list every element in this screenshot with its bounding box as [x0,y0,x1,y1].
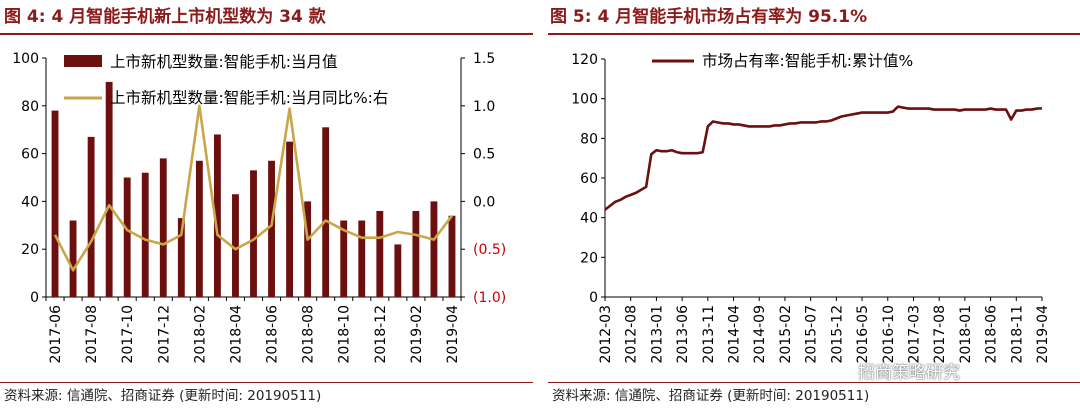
bar [322,127,330,297]
x-tick-label: 2017-10 [120,305,136,364]
line-chart: 0 20 40 60 80 100 120 2012-03 2012-08 2013-01 2013… [571,52,1051,364]
y-tick-label: 40 [580,211,598,227]
bar [412,210,420,297]
x-tick-label: 2017-06 [48,305,64,364]
x-tick-label: 2012-03 [598,305,614,364]
left-y-tick-label: 20 [21,242,39,258]
left-y-tick-label: 100 [12,51,39,67]
x-tick-label: 2018-10 [337,305,353,364]
y-tick-label: 60 [580,171,598,187]
x-tick-label: 2013-11 [701,305,717,364]
y-tick-label: 100 [571,92,598,108]
right-y-tick-label: 0.0 [473,194,495,210]
x-tick-label: 2018-04 [228,305,244,364]
left-source-rule [0,382,533,383]
left-y-tick-label: 0 [30,290,39,306]
bar-line-chart: 0 20 40 60 80 100 1.5 1.0 0.5 0.0 (0.5) (1.0) 2017-0… [12,51,506,364]
right-title-rule [548,33,1080,35]
left-y-tick-label: 40 [21,194,39,210]
x-tick-label: 2018-11 [1009,305,1025,364]
x-tick-label: 2017-08 [84,305,100,364]
x-tick-label: 2016-10 [881,305,897,364]
bar [51,110,59,297]
bar [105,81,113,298]
bar [123,177,131,297]
right-source-note: 资料来源: 信通院、招商证券 (更新时间: 20190511) [552,388,870,404]
x-tick-label: 2019-04 [445,305,461,364]
yoy-series-line [53,104,454,272]
y-tick-label: 80 [580,131,598,147]
bar [358,220,366,297]
bar [340,220,348,297]
x-tick-label: 2019-04 [1035,305,1051,364]
x-tick-label: 2015-07 [804,305,820,364]
x-tick-label: 2017-08 [932,305,948,364]
bar [177,218,185,297]
bar [304,201,312,297]
right-source-rule [548,382,1080,383]
x-tick-label: 2017-12 [156,305,172,364]
bar [376,210,384,297]
x-tick-label: 2015-02 [778,305,794,364]
bar [286,141,294,297]
bar [268,160,275,297]
bar [213,134,221,297]
y-tick-label: 0 [589,290,598,306]
x-tick-label: 2018-02 [192,305,208,364]
bar [159,158,167,297]
bar [87,136,95,297]
bar [250,170,257,297]
bar [232,194,239,297]
bar [430,201,438,297]
x-tick-label: 2018-01 [958,305,974,364]
legend-label: 市场占有率:智能手机:累计值% [702,52,913,70]
x-tick-label: 2014-09 [752,305,768,364]
bar [195,160,203,297]
x-tick-label: 2017-03 [906,305,922,364]
y-tick-label: 120 [571,52,598,68]
legend-label-line: 上市新机型数量:智能手机:当月同比%:右 [110,89,388,107]
left-title-rule [0,33,533,35]
right-y-tick-label: 1.5 [473,51,495,67]
market-share-line [604,105,1043,211]
right-y-tick-label: 1.0 [473,99,495,115]
bar [448,215,456,297]
x-tick-label: 2013-01 [649,305,665,364]
watermark: 招商策略研究 [858,363,960,383]
x-tick-label: 2018-12 [373,305,389,364]
x-tick-label: 2018-08 [301,305,317,364]
bar [141,172,149,297]
x-tick-label: 2019-02 [409,305,425,364]
legend-label-bars: 上市新机型数量:智能手机:当月值 [110,53,337,71]
left-source-note: 资料来源: 信通院、招商证券 (更新时间: 20190511) [4,388,322,404]
x-tick-label: 2016-05 [855,305,871,364]
legend-swatch-bars [64,55,102,67]
left-chart-title: 图 4: 4 月智能手机新上市机型数为 34 款 [4,7,326,27]
x-tick-label: 2014-04 [727,305,743,364]
bar [394,244,402,297]
x-tick-label: 2018-06 [265,305,281,364]
x-tick-label: 2013-06 [675,305,691,364]
x-tick-label: 2015-12 [829,305,845,364]
right-y-tick-label: 0.5 [473,147,495,163]
y-tick-label: 20 [580,250,598,266]
left-y-tick-label: 60 [21,147,39,163]
x-tick-label: 2012-08 [624,305,640,364]
x-tick-label: 2018-06 [984,305,1000,364]
left-y-tick-label: 80 [21,99,39,115]
right-chart-title: 图 5: 4 月智能手机市场占有率为 95.1% [550,7,868,27]
right-y-tick-label: (1.0) [473,290,506,306]
bar [69,220,77,297]
right-y-tick-label: (0.5) [473,242,506,258]
